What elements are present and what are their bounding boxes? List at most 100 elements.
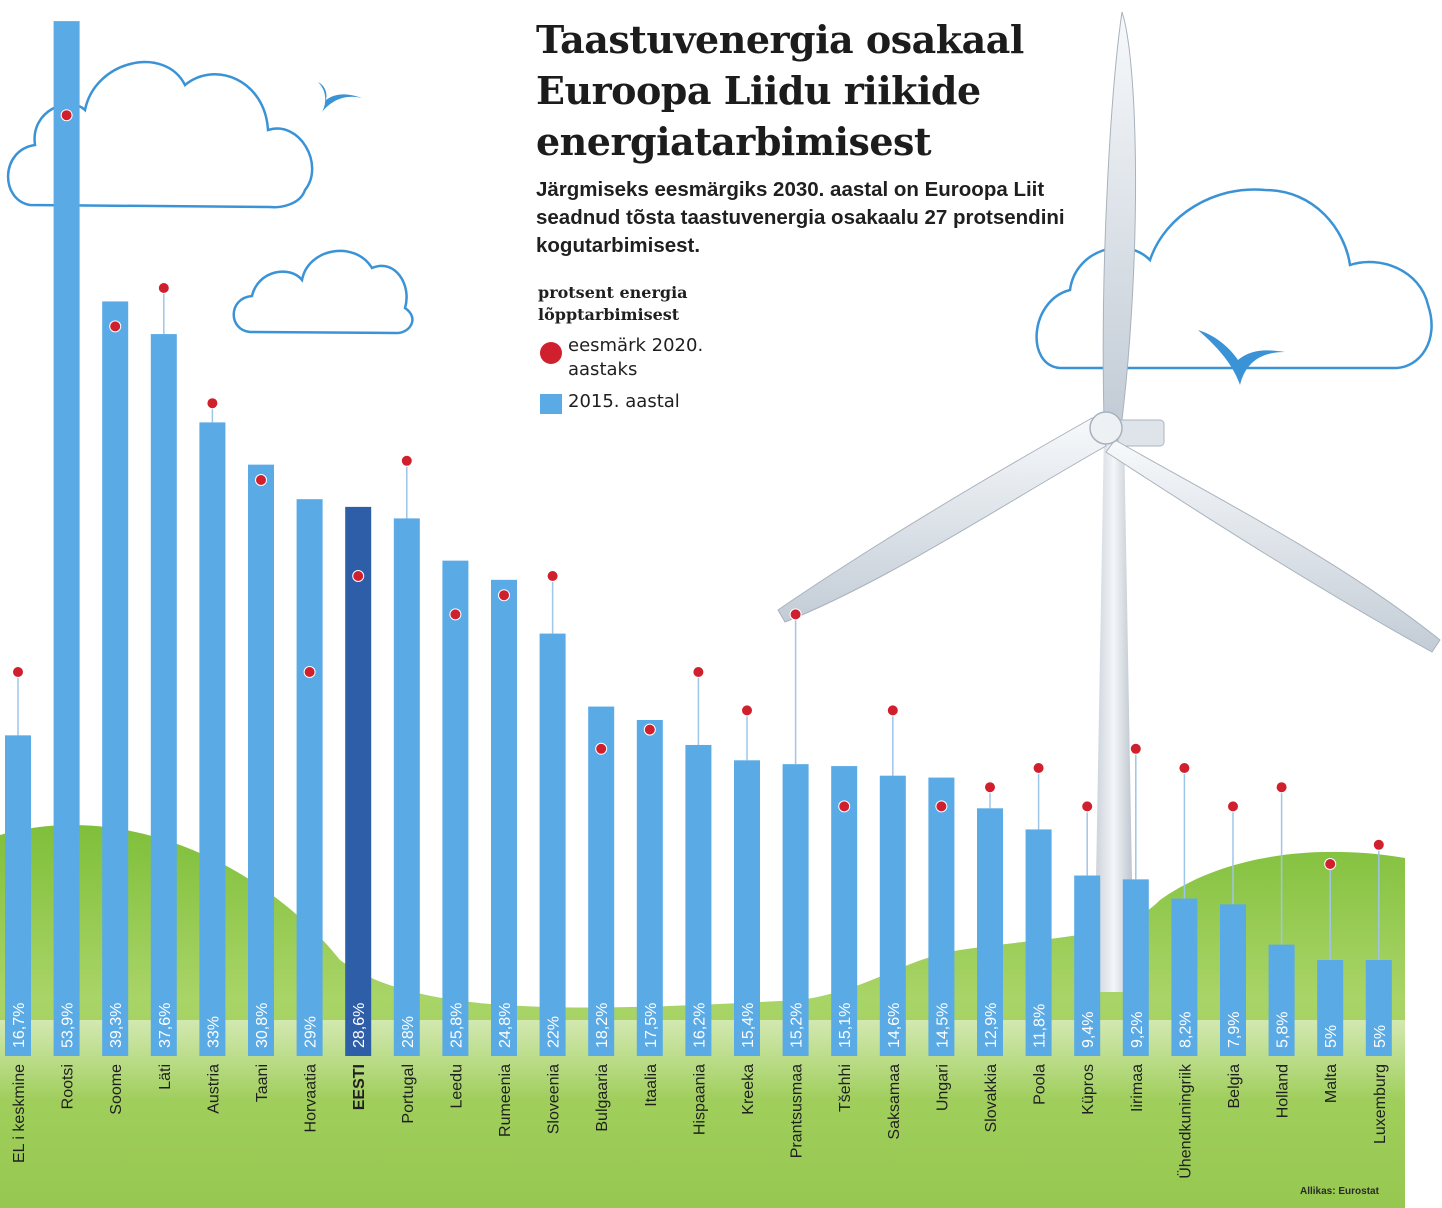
bar (734, 760, 760, 1056)
bar (296, 499, 323, 1056)
bar (1220, 904, 1246, 1056)
bar (831, 766, 858, 1056)
bar (782, 764, 809, 1056)
target-dot (449, 608, 462, 621)
target-dot (1178, 762, 1191, 774)
category-label: Leedu (448, 1064, 465, 1109)
value-label: 5% (1372, 1025, 1389, 1048)
source-note: Allikas: Eurostat (1300, 1186, 1379, 1197)
value-label: 30,8% (254, 1003, 271, 1048)
bar (928, 777, 955, 1056)
value-label: 14,5% (934, 1003, 951, 1048)
category-label: Saksamaa (886, 1064, 903, 1140)
value-label: 15,4% (740, 1003, 757, 1048)
value-label: 9,2% (1129, 1012, 1146, 1048)
category-label: Poola (1032, 1064, 1049, 1105)
target-dot (352, 570, 365, 582)
value-label: 16,7% (11, 1003, 28, 1048)
category-label: Rootsi (60, 1064, 77, 1109)
target-dot (1372, 838, 1385, 851)
bar (977, 808, 1003, 1056)
value-label: 15,1% (837, 1003, 854, 1048)
target-dot (157, 282, 170, 294)
category-label: Itaalia (643, 1064, 660, 1107)
target-dot (886, 704, 899, 717)
bird-icon (318, 82, 362, 112)
category-label: Kreeka (740, 1064, 757, 1115)
category-label: Austria (205, 1064, 222, 1114)
category-label: Belgia (1226, 1064, 1243, 1109)
value-label: 5,8% (1275, 1012, 1292, 1048)
cloud-icon (232, 249, 414, 335)
value-label: 11,8% (1032, 1004, 1049, 1048)
legend-header: protsent energia lõpptarbimisest (538, 283, 688, 324)
bar (5, 735, 31, 1056)
target-dot-icon (540, 342, 562, 364)
legend-bar-label: 2015. aastal (568, 391, 680, 412)
bar (442, 560, 469, 1056)
value-label: 28,6% (351, 1003, 368, 1048)
bar (150, 334, 177, 1057)
target-dot (1081, 800, 1094, 813)
category-label: Portugal (400, 1064, 417, 1124)
bar-swatch-icon (540, 394, 562, 414)
target-dot (741, 704, 753, 717)
target-dot (1227, 800, 1239, 813)
target-dots (12, 109, 1385, 870)
legend-item-target: eesmärk 2020. aastaks (538, 334, 778, 382)
target-dot (643, 723, 656, 736)
category-label: Ungari (934, 1064, 951, 1111)
category-label: Prantsusmaa (789, 1064, 806, 1158)
bar (636, 720, 663, 1056)
value-label: 22% (546, 1016, 563, 1048)
value-label: 14,6% (886, 1003, 903, 1048)
target-dot (1129, 742, 1142, 755)
bar (248, 464, 274, 1056)
target-dot (255, 474, 267, 486)
category-label: EESTI (351, 1064, 368, 1110)
category-label: Slovakkia (983, 1064, 1000, 1133)
bar (1268, 944, 1295, 1056)
category-label: Luxemburg (1372, 1064, 1389, 1144)
target-dot (546, 570, 559, 582)
category-label: Läti (157, 1064, 174, 1090)
value-label: 17,5% (643, 1003, 660, 1048)
bar (491, 579, 517, 1056)
target-dot (498, 589, 510, 602)
value-label: 37,6% (157, 1003, 174, 1048)
cloud-icon (1035, 188, 1433, 370)
bar (1171, 898, 1198, 1056)
legend: protsent energia lõpptarbimisest eesmärk… (538, 282, 778, 414)
category-label: Ühendkuningriik (1176, 1063, 1194, 1179)
target-dot (984, 781, 996, 794)
target-dot (400, 454, 413, 467)
value-label: 5% (1323, 1025, 1340, 1048)
bar (1074, 875, 1101, 1056)
value-label: 8,2% (1177, 1012, 1194, 1048)
value-label: 15,2% (789, 1003, 806, 1048)
bar (1025, 829, 1052, 1056)
bar (102, 301, 129, 1056)
target-dot (60, 109, 73, 122)
legend-target-label: eesmärk 2020. aastaks (568, 335, 704, 380)
category-label: Holland (1275, 1064, 1292, 1118)
value-label: 28% (400, 1016, 417, 1048)
bar (1365, 960, 1392, 1056)
category-label: Bulgaaria (594, 1064, 611, 1132)
value-label: 25,8% (448, 1003, 465, 1048)
target-dot (109, 320, 122, 333)
value-label: 53,9% (60, 1003, 77, 1048)
category-label: Soome (108, 1064, 125, 1115)
category-label: EL i keskmine (11, 1064, 28, 1163)
value-label: 16,2% (691, 1003, 708, 1048)
category-label: Tšehhi (837, 1064, 854, 1112)
target-dot (692, 666, 705, 678)
target-dot (1032, 762, 1045, 774)
target-dot (789, 608, 802, 621)
value-labels: 16,7% 53,9% 39,3% 37,6% 33% 30,8% 29% 28,6% 28% 2… (11, 1003, 1389, 1048)
value-label: 18,2% (594, 1003, 611, 1048)
category-labels: EL i keskmine Rootsi Soome Läti Austria Taani… (11, 1063, 1389, 1179)
bar (879, 775, 906, 1056)
